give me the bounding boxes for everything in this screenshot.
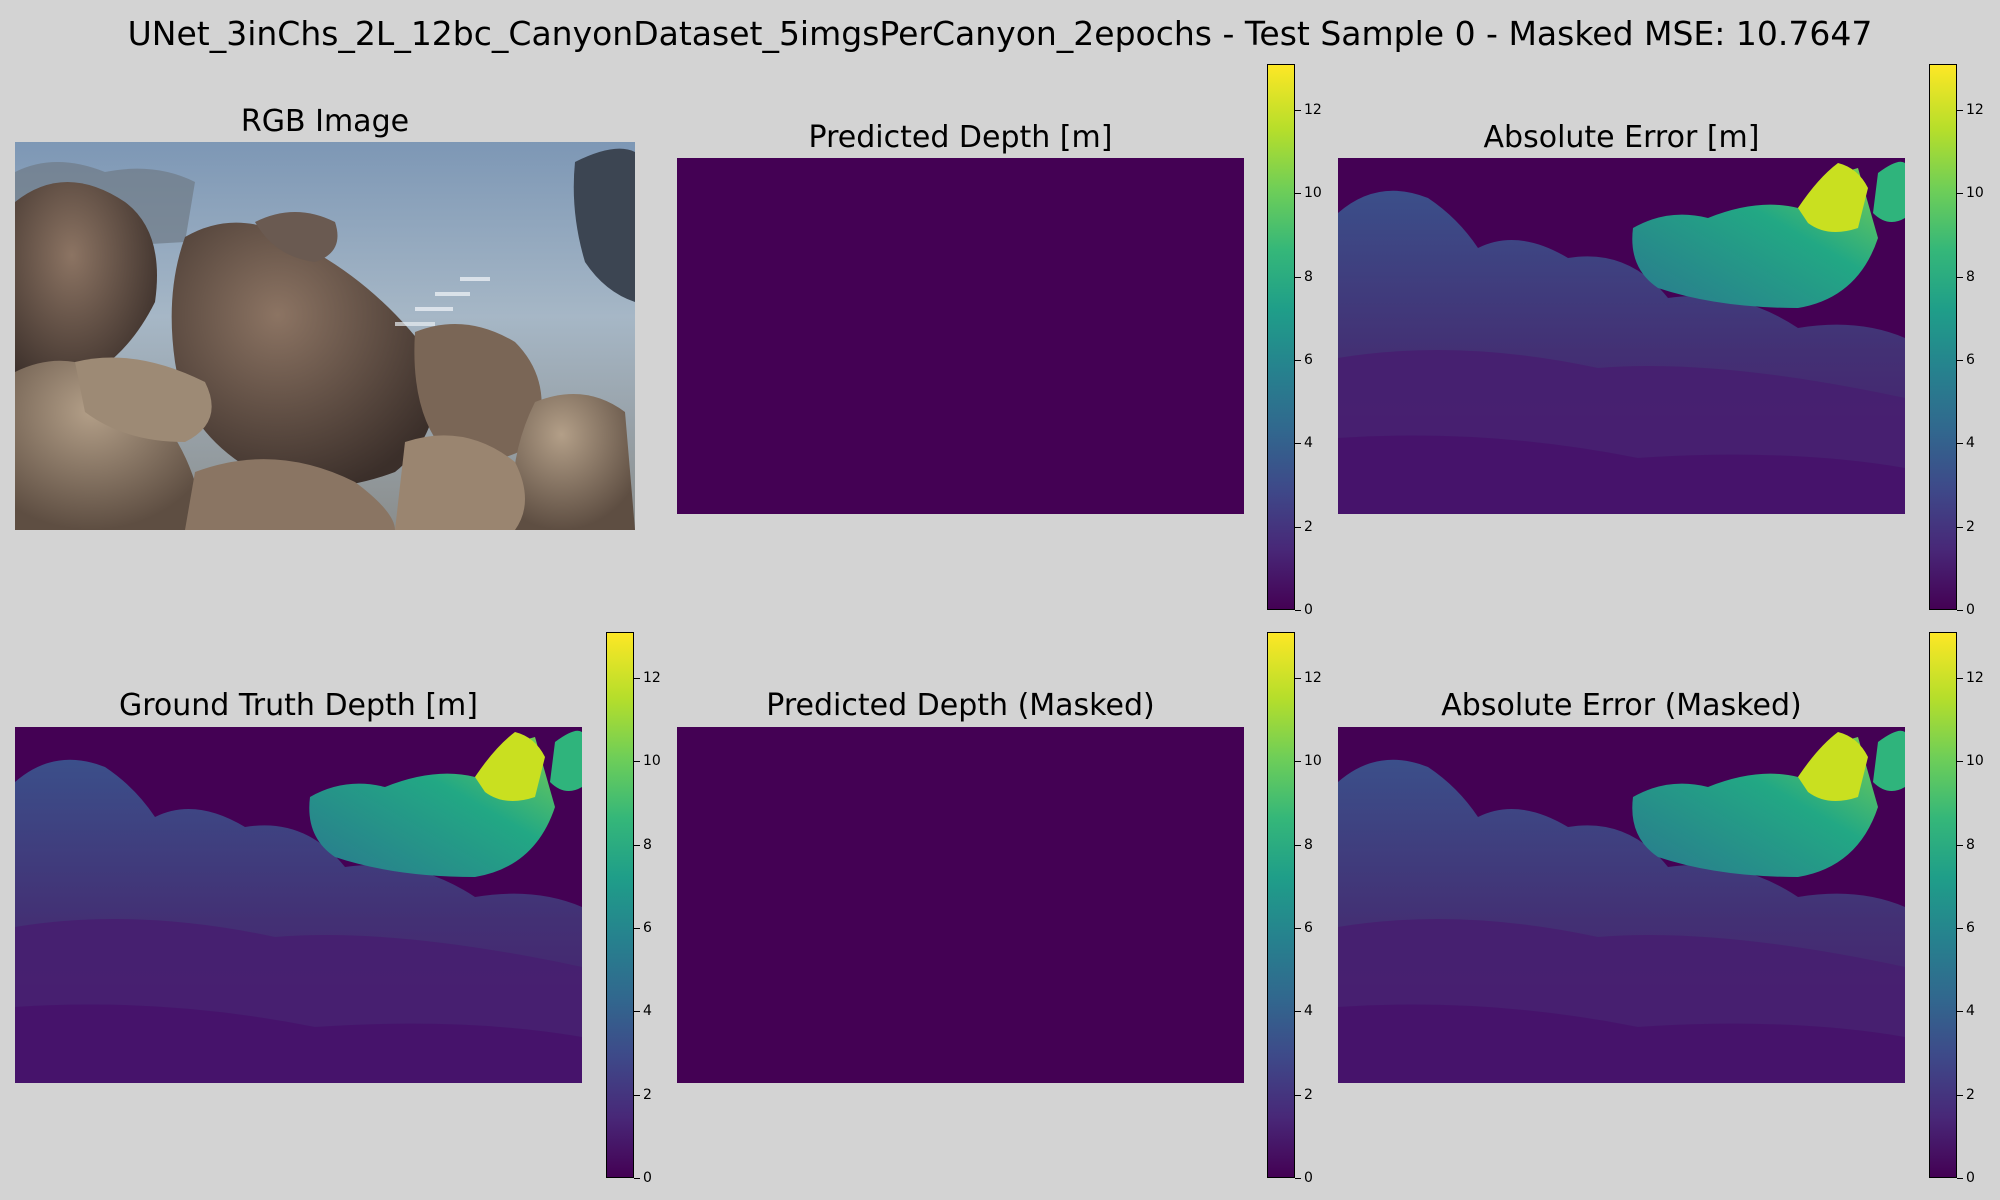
colorbar-tick	[1957, 761, 1963, 762]
colorbar-tick	[1957, 678, 1963, 679]
colorbar-tick	[1957, 110, 1963, 111]
colorbar-tick-label: 2	[1966, 1087, 1975, 1103]
colorbar-tick-label: 2	[1966, 519, 1975, 535]
colorbar-tick	[1957, 360, 1963, 361]
colorbar-tick-label: 12	[643, 670, 661, 686]
heatmap-absolute-error-masked	[1338, 727, 1905, 1083]
colorbar-tick-label: 8	[1304, 837, 1313, 853]
colorbar-tick	[634, 1178, 640, 1179]
heatmap-ground-truth-depth	[15, 727, 582, 1083]
colorbar-tick-label: 0	[1304, 602, 1313, 618]
colorbar-tick	[1957, 1011, 1963, 1012]
colorbar-tick-label: 6	[1966, 920, 1975, 936]
colorbar-tick	[1957, 527, 1963, 528]
colorbar-tick	[1295, 1178, 1301, 1179]
colorbar-tick-label: 2	[1304, 519, 1313, 535]
colorbar-tick	[634, 1095, 640, 1096]
heatmap-predicted-depth	[677, 158, 1244, 514]
colorbar-predicted-depth	[1267, 64, 1295, 610]
colorbar-tick	[1957, 928, 1963, 929]
colorbar-tick-label: 8	[1966, 837, 1975, 853]
colorbar-tick-label: 2	[1304, 1087, 1313, 1103]
colorbar-tick	[634, 928, 640, 929]
colorbar-tick-label: 8	[1304, 269, 1313, 285]
colorbar-ground-truth-depth	[606, 632, 634, 1178]
colorbar-tick	[1957, 845, 1963, 846]
colorbar-tick-label: 4	[1304, 1003, 1313, 1019]
colorbar-tick-label: 0	[1966, 1170, 1975, 1186]
colorbar-absolute-error-masked	[1929, 632, 1957, 1178]
heatmap-predicted-depth-masked	[677, 727, 1244, 1083]
colorbar-tick-label: 4	[643, 1003, 652, 1019]
colorbar-tick-label: 2	[643, 1087, 652, 1103]
colorbar-tick	[1957, 443, 1963, 444]
colorbar-tick-label: 8	[1966, 269, 1975, 285]
colorbar-tick	[1295, 845, 1301, 846]
colorbar-tick	[1295, 193, 1301, 194]
colorbar-tick-label: 6	[1304, 920, 1313, 936]
panel-title-pred-masked: Predicted Depth (Masked)	[766, 688, 1155, 723]
colorbar-tick	[1957, 1095, 1963, 1096]
colorbar-tick	[634, 845, 640, 846]
colorbar-tick	[1295, 678, 1301, 679]
colorbar-tick	[1957, 277, 1963, 278]
colorbar-tick	[1957, 193, 1963, 194]
colorbar-predicted-depth-masked	[1267, 632, 1295, 1178]
colorbar-tick	[1957, 1178, 1963, 1179]
colorbar-tick-label: 10	[1304, 753, 1322, 769]
colorbar-tick-label: 0	[1304, 1170, 1313, 1186]
colorbar-tick-label: 12	[1304, 102, 1322, 118]
panel-title-gt: Ground Truth Depth [m]	[118, 688, 478, 723]
colorbar-tick-label: 8	[643, 837, 652, 853]
colorbar-tick-label: 10	[1304, 185, 1322, 201]
colorbar-tick	[1295, 110, 1301, 111]
colorbar-tick	[1295, 277, 1301, 278]
colorbar-tick-label: 12	[1966, 102, 1984, 118]
colorbar-tick	[1295, 527, 1301, 528]
colorbar-tick	[1295, 610, 1301, 611]
colorbar-tick-label: 0	[643, 1170, 652, 1186]
heatmap-absolute-error	[1338, 158, 1905, 514]
colorbar-tick	[1295, 1011, 1301, 1012]
panel-title-err-masked: Absolute Error (Masked)	[1441, 688, 1802, 723]
colorbar-tick	[634, 761, 640, 762]
colorbar-tick	[1295, 360, 1301, 361]
colorbar-tick-label: 12	[1304, 670, 1322, 686]
colorbar-tick	[1295, 1095, 1301, 1096]
figure-title: UNet_3inChs_2L_12bc_CanyonDataset_5imgsP…	[127, 14, 1873, 53]
colorbar-tick-label: 4	[1304, 435, 1313, 451]
colorbar-tick-label: 10	[643, 753, 661, 769]
colorbar-absolute-error	[1929, 64, 1957, 610]
colorbar-tick	[1957, 610, 1963, 611]
colorbar-tick	[1295, 928, 1301, 929]
colorbar-tick-label: 6	[643, 920, 652, 936]
colorbar-tick	[634, 678, 640, 679]
panel-title-err: Absolute Error [m]	[1483, 120, 1760, 155]
colorbar-tick-label: 10	[1966, 753, 1984, 769]
panel-title-rgb: RGB Image	[240, 104, 410, 139]
colorbar-tick-label: 4	[1966, 435, 1975, 451]
colorbar-tick	[634, 1011, 640, 1012]
colorbar-tick-label: 12	[1966, 670, 1984, 686]
rgb-image	[15, 142, 635, 530]
panel-title-pred: Predicted Depth [m]	[808, 120, 1113, 155]
colorbar-tick-label: 6	[1966, 352, 1975, 368]
colorbar-tick-label: 0	[1966, 602, 1975, 618]
colorbar-tick-label: 10	[1966, 185, 1984, 201]
colorbar-tick-label: 4	[1966, 1003, 1975, 1019]
colorbar-tick-label: 6	[1304, 352, 1313, 368]
colorbar-tick	[1295, 443, 1301, 444]
colorbar-tick	[1295, 761, 1301, 762]
